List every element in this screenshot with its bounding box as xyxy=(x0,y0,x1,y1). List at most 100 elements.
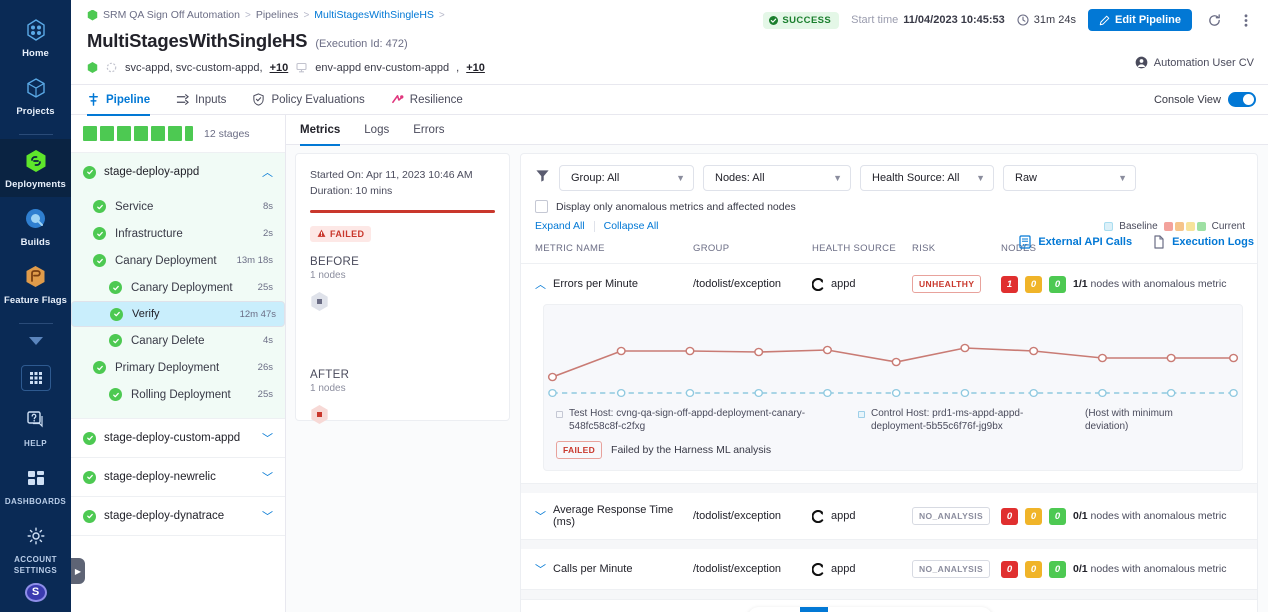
refresh-icon[interactable] xyxy=(1204,10,1224,30)
sidebar-item-feature-flags[interactable]: Feature Flags xyxy=(0,255,71,313)
step-canary-deployment-group[interactable]: Canary Deployment 13m 18s xyxy=(71,247,285,274)
page-button-3[interactable]: 3 xyxy=(856,607,884,612)
sidebar-item-dashboards[interactable]: DASHBOARDS xyxy=(0,456,71,514)
step-canary-deployment[interactable]: Canary Deployment 25s xyxy=(71,274,285,301)
pipeline-icon xyxy=(89,93,98,106)
group-filter-select[interactable]: Group: All ▼ xyxy=(559,165,694,191)
sidebar-label-projects: Projects xyxy=(16,106,55,117)
subtab-errors[interactable]: Errors xyxy=(401,115,456,145)
health-source-filter-select[interactable]: Health Source: All ▼ xyxy=(860,165,994,191)
chevron-down-icon[interactable]: ﹀ xyxy=(535,564,546,576)
chart-failure-row: FAILED Failed by the Harness ML analysis xyxy=(544,433,1242,470)
chevron-down-icon xyxy=(28,336,43,345)
tab-pipeline[interactable]: Pipeline xyxy=(87,85,163,116)
step-service[interactable]: Service 8s xyxy=(71,193,285,220)
metric-name-cell: ﹀ Calls per Minute xyxy=(535,561,693,577)
metric-risk-cell: NO_ANALYSIS xyxy=(912,560,1001,578)
panel-drag-handle[interactable]: ▶ xyxy=(71,558,85,584)
tab-inputs[interactable]: Inputs xyxy=(163,85,239,115)
chevron-down-icon[interactable]: ﹀ xyxy=(262,511,273,523)
console-view-label: Console View xyxy=(1153,93,1221,106)
execution-logs-link[interactable]: Execution Logs xyxy=(1152,235,1254,249)
pagination-controls: ← Prev 1 2 3 4 5 Next → xyxy=(747,606,994,612)
environments-more-link[interactable]: +10 xyxy=(466,61,485,74)
page-button-4[interactable]: 4 xyxy=(884,607,912,612)
metric-row-header[interactable]: ﹀ Average Response Time (ms) /todolist/e… xyxy=(521,493,1257,539)
sidebar-app-grid-button[interactable] xyxy=(0,352,71,398)
step-verify[interactable]: Verify 12m 47s xyxy=(71,301,285,327)
sidebar-item-projects[interactable]: Projects xyxy=(0,66,71,124)
expand-all-link[interactable]: Expand All xyxy=(535,220,585,232)
chevron-up-icon[interactable]: ︿ xyxy=(535,279,546,291)
metrics-rows[interactable]: ︿ Errors per Minute /todolist/exception … xyxy=(521,264,1257,599)
collapse-all-link[interactable]: Collapse All xyxy=(603,220,659,232)
breadcrumb-item-2[interactable]: MultiStagesWithSingleHS xyxy=(314,9,434,21)
after-node-marker[interactable] xyxy=(310,405,329,424)
after-label: AFTER xyxy=(310,369,350,381)
metric-health-source-cell: appd xyxy=(812,509,912,523)
nodes-filter-select[interactable]: Nodes: All ▼ xyxy=(703,165,851,191)
execution-logs-label: Execution Logs xyxy=(1172,236,1254,248)
services-more-link[interactable]: +10 xyxy=(269,61,289,74)
help-icon xyxy=(23,407,49,433)
page-button-1[interactable]: 1 xyxy=(800,606,829,612)
external-api-calls-link[interactable]: API External API Calls xyxy=(1018,235,1132,249)
chevron-down-icon[interactable]: ﹀ xyxy=(262,433,273,445)
sidebar-item-home[interactable]: Home xyxy=(0,8,71,66)
chevron-up-icon[interactable]: ︿ xyxy=(262,167,273,179)
filter-icon[interactable] xyxy=(535,168,550,188)
verify-duration: Duration: 10 mins xyxy=(310,185,393,197)
edit-pipeline-button[interactable]: Edit Pipeline xyxy=(1087,9,1192,31)
sidebar-more-toggle[interactable] xyxy=(0,328,71,352)
sidebar-item-account-settings[interactable]: ACCOUNT SETTINGS xyxy=(0,514,71,583)
breadcrumb-item-1[interactable]: Pipelines xyxy=(255,9,299,21)
next-page-button[interactable]: Next → xyxy=(940,607,993,612)
tab-policy-evaluations[interactable]: Policy Evaluations xyxy=(239,85,377,115)
doc-icon xyxy=(1154,235,1164,249)
metric-row-header[interactable]: ︿ Errors per Minute /todolist/exception … xyxy=(521,264,1257,304)
tab-inputs-label: Inputs xyxy=(195,93,227,106)
sidebar-item-builds[interactable]: Builds xyxy=(0,197,71,255)
avatar[interactable]: S xyxy=(24,582,47,602)
stage-header[interactable]: stage-deploy-newrelic ﹀ xyxy=(71,458,285,496)
page-button-5[interactable]: 5 xyxy=(912,607,940,612)
prev-page-button[interactable]: ← Prev xyxy=(747,607,800,612)
tab-resilience[interactable]: Resilience xyxy=(378,85,476,115)
external-links: API External API Calls Execution Logs xyxy=(1018,235,1254,249)
subtab-logs[interactable]: Logs xyxy=(352,115,401,145)
success-icon xyxy=(93,227,106,240)
anomalous-checkbox[interactable] xyxy=(535,200,548,213)
stage-header[interactable]: stage-deploy-dynatrace ﹀ xyxy=(71,497,285,535)
step-canary-delete[interactable]: Canary Delete 4s xyxy=(71,327,285,354)
current-user[interactable]: Automation User CV xyxy=(1135,56,1254,69)
more-options-icon[interactable] xyxy=(1236,10,1256,30)
step-primary-deployment-group[interactable]: Primary Deployment 26s xyxy=(71,354,285,381)
console-view-toggle[interactable]: Console View xyxy=(1154,92,1256,107)
step-infrastructure[interactable]: Infrastructure 2s xyxy=(71,220,285,247)
sidebar-label-home: Home xyxy=(22,48,49,59)
node-count-amber: 0 xyxy=(1025,275,1042,293)
chevron-down-icon[interactable]: ﹀ xyxy=(535,511,546,523)
service-icon xyxy=(105,61,118,74)
stage-header[interactable]: stage-deploy-custom-appd ﹀ xyxy=(71,419,285,457)
sidebar-item-help[interactable]: HELP xyxy=(0,398,71,456)
metric-row-header[interactable]: ﹀ Calls per Minute /todolist/exception a… xyxy=(521,549,1257,589)
page-button-2[interactable]: 2 xyxy=(828,607,856,612)
chevron-down-icon[interactable]: ﹀ xyxy=(262,472,273,484)
node-count-amber: 0 xyxy=(1025,507,1042,525)
baseline-series-points xyxy=(548,388,1238,398)
sidebar-item-deployments[interactable]: Deployments xyxy=(0,138,71,197)
stage-header[interactable]: stage-deploy-appd ︿ xyxy=(71,153,285,191)
metric-health-source-cell: appd xyxy=(812,277,912,291)
metric-nodes-cell: 0 0 0 0/1 nodes with anomalous metric xyxy=(1001,507,1257,525)
risk-badge: UNHEALTHY xyxy=(912,275,982,293)
node-count-green: 0 xyxy=(1049,560,1066,578)
console-view-switch[interactable] xyxy=(1228,92,1256,107)
raw-filter-select[interactable]: Raw ▼ xyxy=(1003,165,1136,191)
breadcrumb-item-0[interactable]: SRM QA Sign Off Automation xyxy=(103,9,240,21)
metrics-panel: Group: All ▼ Nodes: All ▼ Health Source:… xyxy=(520,153,1258,612)
hex-node-icon xyxy=(310,405,329,424)
step-rolling-deployment[interactable]: Rolling Deployment 25s xyxy=(71,381,285,408)
before-node-marker[interactable] xyxy=(310,292,329,311)
subtab-metrics[interactable]: Metrics xyxy=(300,115,352,146)
